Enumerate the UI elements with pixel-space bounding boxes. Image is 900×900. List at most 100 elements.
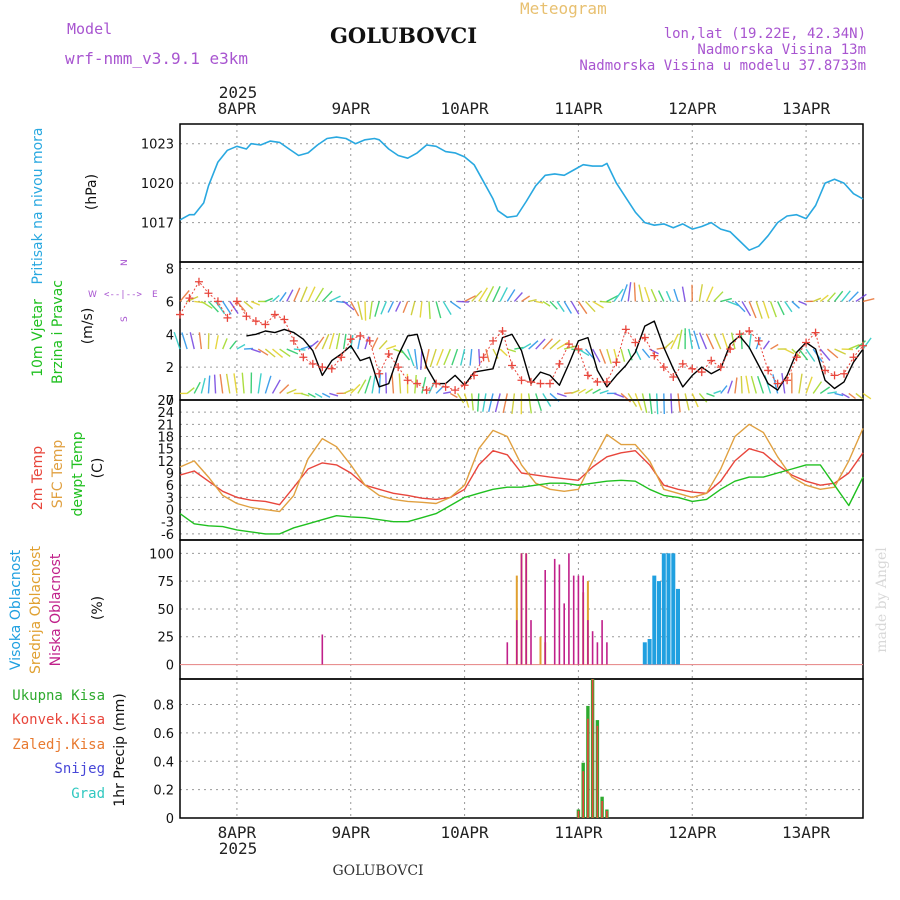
wind-barb <box>698 392 708 403</box>
y-tick-label: 0.6 <box>153 727 174 742</box>
wind-barb <box>233 373 238 394</box>
wind-barb <box>357 379 367 394</box>
y-tick-label: 8 <box>166 263 174 278</box>
wind-barb <box>798 300 807 306</box>
wind-barb <box>819 348 831 361</box>
precip-legend-total: Ukupna Kisa <box>12 688 105 704</box>
gust-marker <box>859 341 867 350</box>
year-label-top: 2025 <box>219 83 258 102</box>
panel-frame-temperature <box>179 399 864 541</box>
wind-barb <box>395 301 402 312</box>
coords-text: lon,lat (19.22E, 42.34N) <box>664 26 866 42</box>
wind-barb <box>791 300 800 309</box>
y-tick-label: 18 <box>157 431 174 446</box>
wind-barb <box>613 288 624 302</box>
wind-barb <box>564 345 576 350</box>
wind-barb <box>464 295 477 303</box>
wind-barb <box>665 290 672 302</box>
wind-label-2: Brzina i Pravac <box>50 280 66 384</box>
wind-barb <box>436 348 444 366</box>
wind-barb <box>834 392 844 397</box>
gust-marker <box>669 373 678 381</box>
wind-barb <box>606 294 619 303</box>
precip-legend-snow: Snijeg <box>54 761 105 777</box>
wind-barb <box>264 348 276 358</box>
wind-barb <box>300 286 308 302</box>
wind-barb <box>634 393 643 411</box>
gust-marker <box>621 325 630 334</box>
wind-barb <box>826 348 839 359</box>
y-tick-label: 3 <box>166 491 174 506</box>
wind-barb <box>826 292 836 302</box>
wind-barb <box>286 289 294 302</box>
wind-barb <box>769 301 777 318</box>
wind-barb <box>173 331 181 350</box>
wind-barb <box>648 393 653 415</box>
gust-marker <box>176 310 184 319</box>
wind-barb <box>219 374 224 394</box>
wind-barb <box>681 286 686 302</box>
wind-barb <box>812 297 822 303</box>
wind-barb <box>414 348 418 370</box>
wind-barb <box>592 388 601 395</box>
wind-barb <box>400 348 411 361</box>
gust-marker <box>783 376 792 385</box>
wind-barb <box>293 287 301 302</box>
gust-marker <box>403 376 412 385</box>
wind-barb <box>456 393 465 404</box>
wind-barb <box>257 373 262 394</box>
wind-barb <box>357 301 363 320</box>
wind-barb <box>521 295 531 303</box>
wind-barb <box>186 387 195 394</box>
wind-barb <box>369 301 373 320</box>
y-tick-label: 1017 <box>141 217 174 232</box>
wind-barb <box>272 348 284 358</box>
wind-barb <box>762 301 770 319</box>
wind-barb <box>378 340 388 350</box>
wind-barb <box>443 348 452 366</box>
day-label-bottom: 8APR <box>218 823 257 842</box>
gust-marker <box>422 386 431 395</box>
wind-barb <box>556 392 567 398</box>
wind-barb <box>855 293 867 303</box>
precip-conv-bar <box>591 679 594 818</box>
compass-w: W <box>88 290 97 300</box>
precip-legend-frozen: Zaledj.Kisa <box>12 737 105 753</box>
wind-barb <box>542 300 551 307</box>
day-label-top: 12APR <box>668 99 717 118</box>
wind-barb <box>684 393 690 411</box>
wind-barb <box>655 393 659 415</box>
precip-conv-bar <box>587 718 589 818</box>
wind-barb <box>350 383 361 394</box>
wind-barb <box>862 392 872 400</box>
wind-barb <box>677 329 683 350</box>
gust-marker <box>261 320 270 329</box>
gust-marker <box>849 353 858 362</box>
wind-barb <box>805 376 813 394</box>
gust-marker <box>564 340 573 349</box>
wind-barb <box>781 373 786 394</box>
cloud-mid-bar <box>539 636 542 665</box>
wind-barb <box>620 284 628 302</box>
day-label-top: 8APR <box>218 99 257 118</box>
wind-barb <box>599 389 609 395</box>
gust-marker <box>574 345 583 354</box>
wind-barb <box>329 392 339 397</box>
wind-barb <box>528 299 537 303</box>
day-label-top: 9APR <box>331 99 370 118</box>
wind-barb <box>243 300 254 310</box>
y-tick-label: 75 <box>157 575 174 590</box>
precip-legend-hail: Grad <box>71 786 105 802</box>
gust-marker <box>185 294 194 303</box>
wind-barb <box>677 393 681 413</box>
cloud-low-bar <box>544 570 546 665</box>
gust-marker <box>716 363 725 372</box>
wind-barb <box>748 301 757 319</box>
gust-marker <box>526 377 535 386</box>
y-tick-label: 1020 <box>141 177 174 192</box>
y-tick-label: 0 <box>166 504 174 519</box>
wind-barb <box>364 336 370 350</box>
y-tick-label: 25 <box>157 631 174 646</box>
wind-barb <box>393 348 404 354</box>
